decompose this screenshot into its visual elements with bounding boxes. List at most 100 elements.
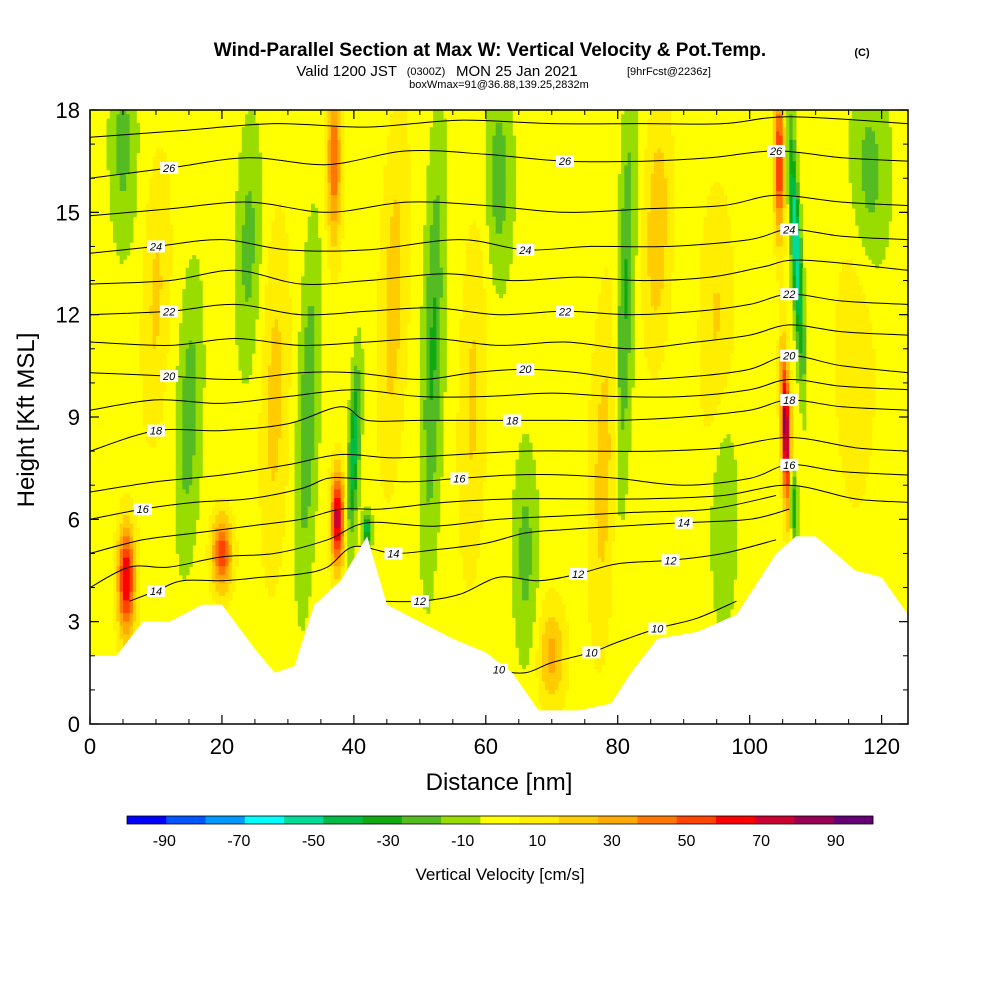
w-cell bbox=[789, 455, 794, 461]
w-cell bbox=[357, 498, 362, 503]
w-cell bbox=[314, 429, 322, 435]
w-cell bbox=[116, 114, 131, 120]
w-cell bbox=[324, 165, 329, 171]
w-cell bbox=[607, 485, 616, 491]
w-cell bbox=[512, 523, 523, 529]
w-cell bbox=[861, 169, 879, 175]
w-cell bbox=[301, 489, 312, 495]
w-cell bbox=[182, 289, 203, 294]
w-cell bbox=[617, 391, 622, 397]
w-cell bbox=[795, 203, 800, 209]
w-cell bbox=[459, 519, 484, 525]
w-cell bbox=[475, 378, 487, 384]
w-cell bbox=[607, 472, 616, 478]
w-cell bbox=[337, 148, 342, 154]
w-cell bbox=[835, 348, 876, 354]
w-cell bbox=[119, 254, 127, 260]
w-cell bbox=[561, 642, 569, 648]
w-cell bbox=[650, 186, 668, 192]
w-cell bbox=[469, 412, 477, 418]
w-cell bbox=[340, 152, 345, 158]
w-cell bbox=[192, 459, 203, 465]
w-cell bbox=[439, 365, 447, 371]
w-cell bbox=[281, 425, 289, 431]
box-info: boxWmax=91@36.88,139.25,2832m bbox=[409, 79, 589, 91]
w-cell bbox=[594, 476, 609, 482]
w-cell bbox=[640, 301, 652, 307]
w-cell bbox=[522, 587, 530, 593]
w-cell bbox=[466, 246, 480, 252]
w-cell bbox=[426, 378, 431, 384]
w-cell bbox=[297, 608, 309, 614]
w-cell bbox=[617, 425, 622, 431]
w-cell bbox=[400, 225, 411, 230]
w-cell bbox=[179, 340, 190, 346]
w-cell bbox=[429, 361, 437, 367]
w-cell bbox=[330, 208, 338, 213]
w-cell bbox=[310, 472, 319, 478]
w-cell bbox=[340, 156, 345, 162]
w-cell bbox=[772, 139, 777, 145]
w-cell bbox=[789, 186, 797, 192]
w-cell bbox=[433, 306, 437, 311]
w-cell bbox=[340, 561, 345, 567]
w-cell bbox=[875, 199, 893, 205]
w-cell bbox=[630, 182, 639, 188]
w-cell bbox=[109, 212, 137, 218]
w-cell bbox=[159, 246, 174, 252]
w-cell bbox=[330, 169, 338, 175]
w-cell bbox=[795, 220, 800, 226]
w-cell bbox=[630, 208, 639, 213]
w-cell bbox=[419, 340, 428, 346]
w-cell bbox=[136, 583, 141, 589]
w-cell bbox=[327, 148, 332, 154]
w-cell bbox=[795, 161, 800, 167]
w-cell bbox=[334, 498, 342, 503]
w-cell bbox=[330, 451, 345, 456]
w-cell bbox=[789, 510, 794, 516]
w-cell bbox=[228, 532, 233, 537]
w-cell bbox=[228, 566, 233, 572]
w-cell bbox=[505, 208, 517, 213]
w-cell bbox=[340, 127, 345, 132]
w-cell bbox=[261, 399, 269, 405]
w-cell bbox=[139, 340, 154, 346]
w-cell bbox=[436, 468, 444, 474]
w-cell bbox=[215, 566, 220, 572]
w-cell bbox=[122, 591, 131, 597]
w-cell bbox=[271, 229, 286, 235]
w-cell bbox=[782, 510, 787, 516]
w-cell bbox=[588, 608, 612, 614]
w-cell bbox=[264, 314, 292, 320]
w-cell bbox=[802, 417, 807, 422]
w-cell bbox=[301, 446, 315, 452]
w-cell bbox=[594, 498, 609, 503]
w-cell bbox=[353, 485, 358, 491]
theta-contour-line bbox=[380, 539, 777, 603]
w-cell bbox=[640, 289, 652, 294]
w-cell bbox=[245, 216, 256, 222]
w-cell bbox=[258, 480, 289, 486]
w-cell bbox=[139, 353, 167, 358]
w-cell bbox=[512, 600, 536, 606]
w-cell bbox=[588, 459, 599, 465]
w-cell bbox=[624, 272, 629, 277]
w-cell bbox=[353, 374, 362, 380]
w-cell bbox=[225, 557, 230, 563]
w-cell bbox=[429, 395, 434, 401]
w-cell bbox=[179, 557, 193, 563]
w-cell bbox=[700, 314, 714, 320]
w-cell bbox=[245, 293, 253, 299]
w-cell bbox=[218, 544, 226, 550]
w-cell bbox=[116, 587, 121, 593]
w-cell bbox=[495, 122, 503, 128]
w-cell bbox=[212, 523, 220, 529]
w-cell bbox=[512, 596, 523, 601]
w-cell bbox=[182, 297, 203, 303]
w-cell bbox=[644, 165, 655, 171]
x-axis-label: Distance [nm] bbox=[426, 769, 573, 796]
w-cell bbox=[175, 523, 197, 529]
w-cell bbox=[188, 489, 200, 495]
w-cell bbox=[268, 446, 279, 452]
w-cell bbox=[113, 561, 117, 567]
